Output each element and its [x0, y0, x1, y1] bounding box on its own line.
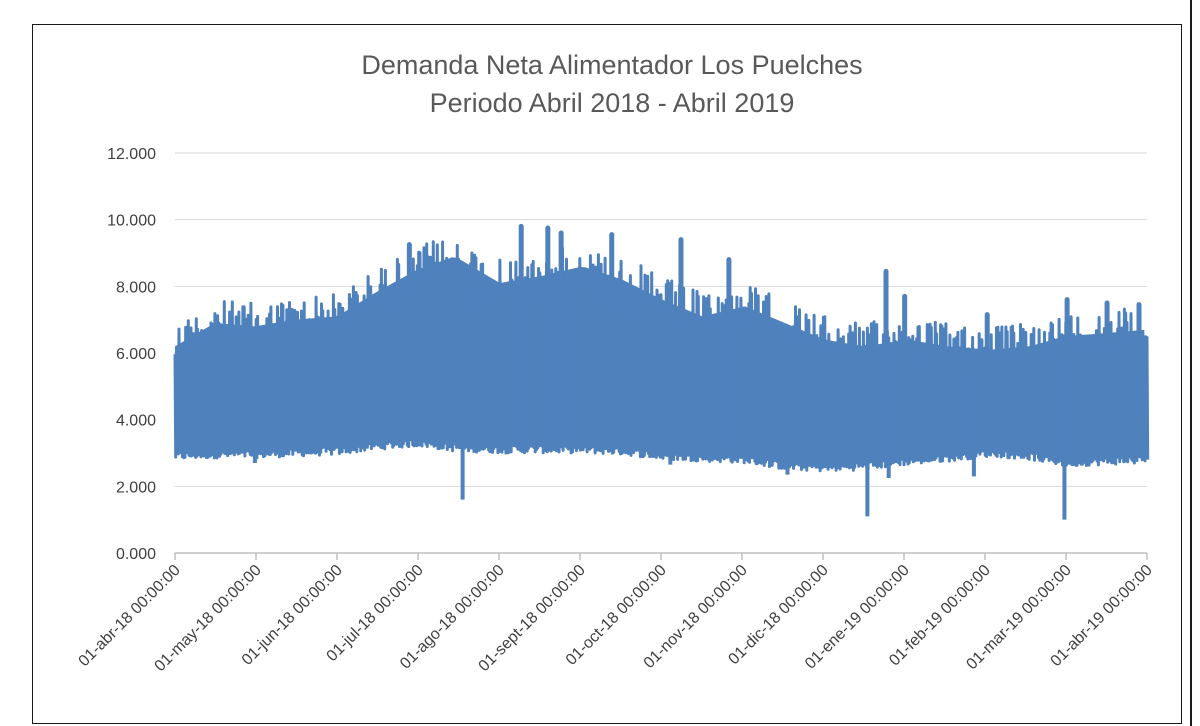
series-line [173, 240, 1150, 473]
y-tick-label: 0.000 [116, 546, 156, 563]
y-tick-label: 4.000 [116, 413, 156, 430]
y-tick-label: 2.000 [116, 479, 156, 496]
y-tick-label: 6.000 [116, 346, 156, 363]
y-axis-ticks: 0.000 2.000 4.000 6.000 8.000 10.000 12.000 [107, 146, 156, 563]
y-tick-label: 10.000 [107, 213, 156, 230]
page-edge-line [1190, 0, 1192, 726]
series-end [1142, 372, 1149, 384]
chart-title-line-2: Periodo Abril 2018 - Abril 2019 [430, 88, 795, 118]
series-demanda-neta [173, 223, 1150, 520]
chart-title-line-1: Demanda Neta Alimentador Los Puelches [361, 50, 862, 80]
x-axis [174, 552, 1148, 560]
y-tick-label: 12.000 [107, 146, 156, 163]
y-tick-label: 8.000 [116, 279, 156, 296]
